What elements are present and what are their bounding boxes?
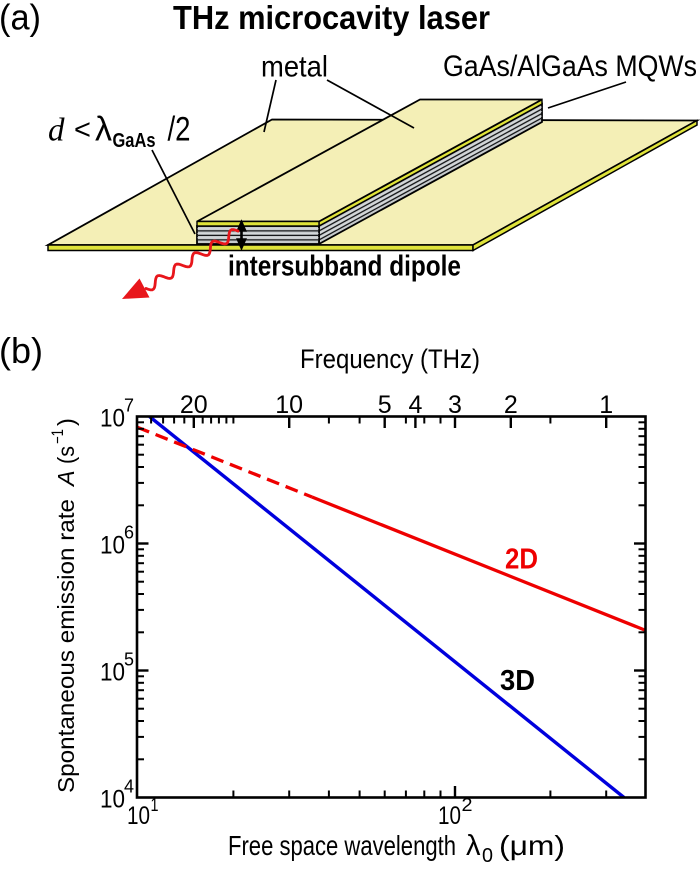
svg-text:Free space wavelength: Free space wavelength <box>228 830 456 861</box>
svg-text:GaAs/AlGaAs MQWs: GaAs/AlGaAs MQWs <box>443 50 697 83</box>
svg-text:<: < <box>74 114 91 146</box>
svg-text:(μm): (μm) <box>499 830 565 861</box>
svg-text:10: 10 <box>100 659 125 687</box>
svg-text:1: 1 <box>599 391 613 419</box>
svg-text:THz microcavity laser: THz microcavity laser <box>173 0 490 36</box>
svg-text:2D: 2D <box>505 544 538 576</box>
svg-text:metal: metal <box>261 51 328 84</box>
svg-text:Frequency (THz): Frequency (THz) <box>300 344 480 374</box>
svg-text:1: 1 <box>151 795 159 815</box>
svg-text:2: 2 <box>462 795 473 815</box>
svg-text:(b): (b) <box>0 330 43 371</box>
svg-text:λ: λ <box>466 830 481 862</box>
svg-text:4: 4 <box>124 775 134 796</box>
svg-text:(a): (a) <box>0 0 41 38</box>
svg-text:): ) <box>53 418 79 426</box>
svg-text:−1: −1 <box>49 429 67 444</box>
svg-text:10: 10 <box>127 802 150 830</box>
svg-text:d: d <box>48 113 65 149</box>
svg-text:λ: λ <box>95 111 112 149</box>
svg-text:6: 6 <box>124 521 134 542</box>
svg-text:(s: (s <box>53 446 79 464</box>
svg-text:10: 10 <box>438 802 461 830</box>
svg-text:3: 3 <box>448 391 462 419</box>
svg-text:10: 10 <box>100 786 125 814</box>
svg-text:5: 5 <box>378 391 392 419</box>
svg-text:20: 20 <box>180 391 208 419</box>
svg-text:GaAs: GaAs <box>113 130 156 152</box>
svg-text:3D: 3D <box>500 665 535 697</box>
svg-text:A: A <box>53 470 79 488</box>
svg-text:intersubband dipole: intersubband dipole <box>228 251 461 283</box>
svg-text:10: 10 <box>100 532 125 560</box>
svg-text:10: 10 <box>275 391 303 419</box>
svg-text:10: 10 <box>100 405 125 433</box>
svg-text:5: 5 <box>124 648 134 669</box>
svg-text:7: 7 <box>124 394 134 415</box>
svg-text:0: 0 <box>482 845 493 867</box>
svg-text:Spontaneous emission rate: Spontaneous emission rate <box>53 499 79 793</box>
svg-text:4: 4 <box>408 391 422 419</box>
svg-text:/2: /2 <box>168 111 191 149</box>
svg-text:2: 2 <box>504 391 518 419</box>
